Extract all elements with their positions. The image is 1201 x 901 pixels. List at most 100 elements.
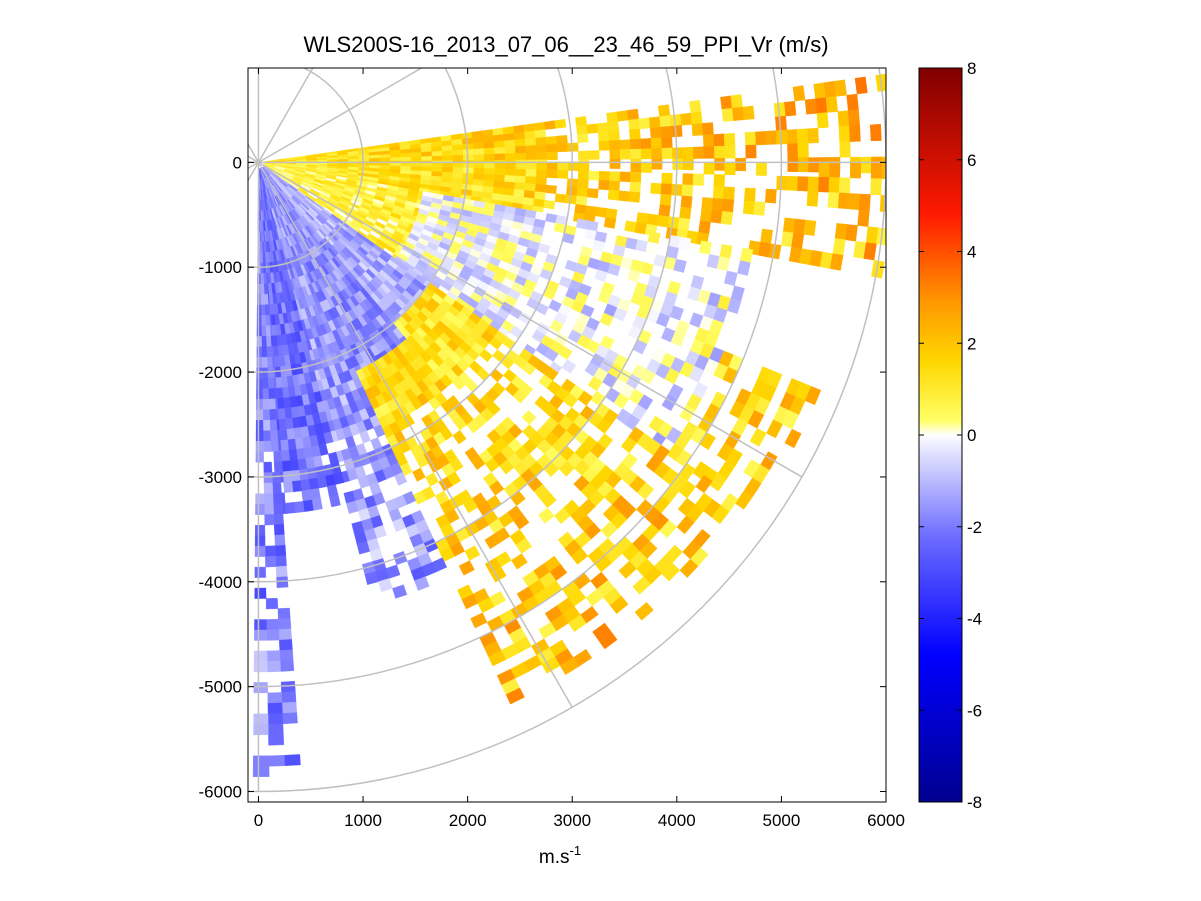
velocity-cell (301, 489, 313, 502)
velocity-cell (484, 533, 501, 550)
velocity-cell (701, 197, 714, 211)
velocity-cell (606, 111, 619, 123)
velocity-cell (515, 145, 527, 154)
velocity-cell (473, 167, 485, 175)
velocity-cell (682, 173, 694, 186)
velocity-cell (630, 148, 642, 160)
velocity-cell (483, 141, 495, 149)
velocity-cell (327, 159, 339, 163)
velocity-cell (786, 129, 799, 145)
velocity-cell (792, 85, 806, 102)
velocity-cell (807, 176, 820, 193)
velocity-cell (281, 691, 297, 704)
velocity-cell (598, 631, 618, 650)
azimuth-spoke (257, 68, 314, 163)
velocity-cell (629, 181, 641, 193)
velocity-cell (829, 162, 841, 178)
velocity-cell (266, 629, 280, 641)
velocity-cell (619, 149, 632, 160)
velocity-cell (605, 208, 618, 220)
velocity-cell (277, 607, 291, 620)
azimuth-spoke (258, 161, 803, 478)
velocity-cell (535, 136, 547, 146)
velocity-cell (720, 95, 733, 110)
velocity-cell (558, 460, 575, 477)
velocity-cell (681, 184, 694, 197)
velocity-cell (711, 197, 724, 212)
velocity-cell (295, 447, 306, 460)
velocity-cell (764, 188, 777, 204)
velocity-cell (616, 110, 629, 122)
velocity-cell (482, 135, 495, 143)
velocity-cell (513, 131, 526, 141)
velocity-cell (739, 247, 754, 263)
velocity-cell (473, 148, 485, 156)
velocity-cell (488, 650, 507, 667)
velocity-cell (554, 193, 567, 204)
velocity-cell (682, 146, 694, 159)
velocity-cell (264, 314, 271, 327)
velocity-cell (846, 93, 859, 111)
velocity-cell (720, 211, 734, 226)
velocity-cell (854, 76, 868, 95)
velocity-cell (535, 144, 548, 153)
velocity-cell (284, 502, 296, 514)
velocity-cell (732, 106, 745, 121)
velocity-cell (263, 493, 274, 505)
velocity-cell (829, 253, 844, 271)
velocity-cell (525, 169, 537, 178)
velocity-cell (254, 566, 266, 578)
velocity-cell (609, 158, 621, 169)
velocity-cell (609, 149, 621, 160)
velocity-cell (255, 430, 264, 442)
velocity-cell (283, 481, 294, 493)
velocity-cell (881, 162, 886, 180)
velocity-cell (463, 154, 475, 161)
velocity-cell (567, 162, 579, 172)
velocity-cell (272, 345, 280, 358)
velocity-cell (755, 162, 768, 176)
velocity-cell (261, 325, 267, 337)
velocity-cell (703, 146, 715, 159)
velocity-cell (265, 325, 271, 337)
velocity-cell (279, 429, 288, 441)
velocity-cell (630, 171, 642, 183)
colorbar-tick-label: -2 (967, 518, 982, 537)
velocity-cell (390, 157, 401, 162)
velocity-cell (275, 565, 288, 578)
velocity-cell (849, 162, 862, 179)
velocity-cell (828, 177, 841, 194)
velocity-cell (273, 450, 283, 463)
velocity-cell (559, 657, 580, 675)
velocity-cell (442, 162, 454, 168)
velocity-cell (818, 176, 830, 193)
velocity-cell (588, 150, 600, 160)
velocity-cell (346, 500, 359, 514)
velocity-cell (576, 124, 588, 135)
velocity-cell (256, 399, 264, 410)
velocity-cell (787, 157, 799, 173)
velocity-cell (259, 252, 264, 264)
velocity-cell (267, 692, 283, 704)
y-tick-label: 0 (233, 153, 242, 172)
velocity-cell (452, 167, 464, 174)
velocity-cell (441, 145, 453, 152)
velocity-cell (586, 188, 599, 199)
velocity-cell (607, 121, 620, 132)
velocity-cell (648, 116, 661, 129)
velocity-cell (503, 132, 516, 142)
velocity-cell (254, 535, 266, 547)
velocity-cell (268, 408, 277, 421)
velocity-cell (462, 143, 474, 151)
velocity-cell (699, 208, 713, 223)
velocity-cell (832, 238, 846, 256)
velocity-cell (546, 151, 558, 161)
velocity-cell (691, 123, 704, 136)
velocity-cell (535, 176, 547, 186)
velocity-cell (504, 175, 516, 183)
velocity-cells (252, 73, 886, 778)
velocity-cell (670, 331, 686, 347)
velocity-cell (599, 312, 614, 327)
velocity-cell (546, 143, 558, 153)
velocity-cell (410, 147, 422, 154)
